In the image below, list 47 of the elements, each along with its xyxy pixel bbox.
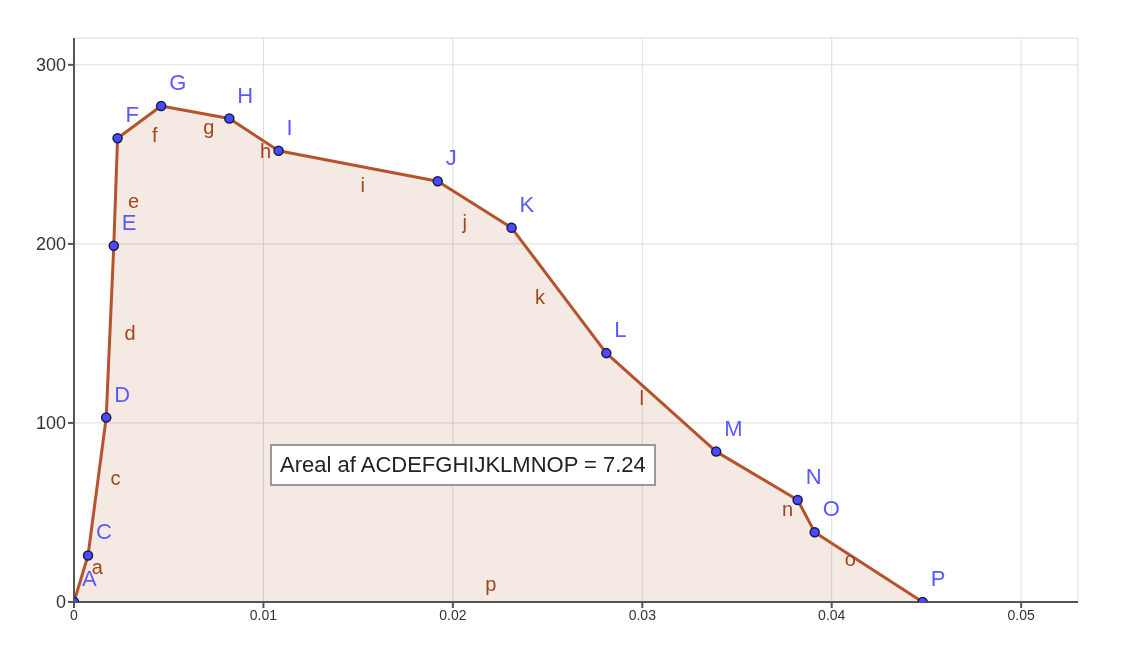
annotation: j	[461, 210, 467, 233]
x-tick-label: 0.05	[1007, 606, 1036, 623]
annotation: h	[260, 139, 272, 162]
y-tick-label: 200	[35, 234, 66, 255]
point	[112, 133, 123, 144]
annotation: G	[169, 70, 187, 96]
annotation: k	[534, 285, 546, 308]
annotation: n	[782, 497, 794, 520]
annotation: C	[96, 519, 113, 545]
x-tick-label: 0.03	[628, 606, 657, 623]
annotation: d	[124, 321, 136, 344]
annotation: Areal af ACDEFGHIJKLMNOP = 7.24	[270, 444, 656, 486]
annotation: l	[639, 387, 644, 410]
annotation: c	[110, 467, 121, 490]
annotation: i	[360, 174, 365, 197]
point	[506, 222, 517, 234]
point	[792, 494, 803, 506]
point	[432, 175, 443, 187]
annotation: p	[485, 572, 497, 595]
point	[710, 446, 722, 457]
x-tick-label: 0.01	[249, 606, 278, 623]
annotation: J	[445, 145, 457, 171]
point	[155, 100, 167, 112]
annotation: O	[822, 496, 840, 522]
annotation: F	[125, 102, 140, 128]
x-tick-label: 0	[70, 606, 79, 623]
point	[273, 145, 284, 157]
annotation: M	[724, 415, 743, 441]
annotation: L	[614, 317, 627, 343]
point	[82, 550, 94, 561]
annotation: I	[286, 114, 293, 140]
x-tick-label: 0.04	[818, 606, 846, 623]
point	[108, 240, 120, 251]
point	[224, 113, 235, 124]
point	[100, 412, 112, 423]
annotation: H	[237, 82, 254, 108]
point	[601, 347, 612, 359]
y-tick-label: 300	[35, 55, 66, 76]
annotation: N	[805, 463, 822, 489]
y-tick-label: 100	[35, 413, 66, 434]
annotation: D	[114, 381, 131, 407]
annotation: g	[203, 116, 215, 139]
x-tick-label: 0.02	[439, 606, 467, 623]
point	[809, 526, 820, 538]
annotation: P	[930, 566, 946, 591]
annotation: K	[519, 191, 535, 217]
annotation: f	[152, 123, 159, 146]
